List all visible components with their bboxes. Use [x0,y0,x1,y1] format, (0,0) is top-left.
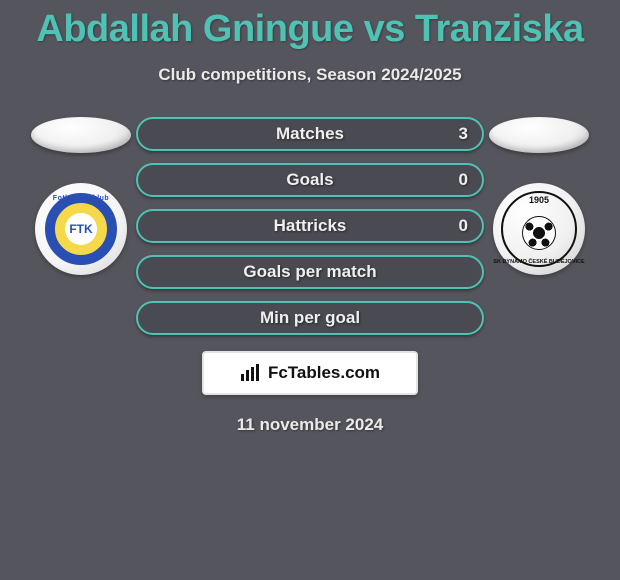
footer-date: 11 november 2024 [0,415,620,435]
club-left-short: FTK [65,213,97,245]
stat-label: Goals [286,170,333,190]
stat-row-matches: Matches 3 [136,117,484,151]
stat-label: Min per goal [260,308,360,328]
stats-column: Matches 3 Goals 0 Hattricks 0 Goals per … [136,117,484,335]
stat-label: Matches [276,124,344,144]
page-subtitle: Club competitions, Season 2024/2025 [0,65,620,85]
stat-row-goals-per-match: Goals per match [136,255,484,289]
player-photo-left [31,117,131,153]
club-left-arc-top: Fotbalový klub [35,195,127,202]
stat-right-value: 0 [459,216,468,236]
brand-text: FcTables.com [268,363,380,383]
comparison-panel: Fotbalový klub FTK TEPLICE Matches 3 Goa… [0,117,620,335]
bars-icon [240,364,262,382]
left-column: Fotbalový klub FTK TEPLICE [26,117,136,335]
stat-right-value: 0 [459,170,468,190]
stat-row-hattricks: Hattricks 0 [136,209,484,243]
stat-label: Hattricks [274,216,347,236]
brand-badge: FcTables.com [202,351,418,395]
club-right-year: 1905 [493,195,585,205]
stat-row-min-per-goal: Min per goal [136,301,484,335]
stat-label: Goals per match [243,262,376,282]
club-left-arc-bottom: TEPLICE [35,256,127,263]
stat-row-goals: Goals 0 [136,163,484,197]
club-right-arc-bottom: SK DYNAMO ČESKÉ BUDĚJOVICE [493,259,585,265]
soccer-ball-icon [522,216,556,250]
page-title: Abdallah Gningue vs Tranziska [0,0,620,51]
club-logo-left: Fotbalový klub FTK TEPLICE [35,183,127,275]
club-logo-right: 1905 SK DYNAMO ČESKÉ BUDĚJOVICE [493,183,585,275]
right-column: 1905 SK DYNAMO ČESKÉ BUDĚJOVICE [484,117,594,335]
stat-right-value: 3 [459,124,468,144]
player-photo-right [489,117,589,153]
